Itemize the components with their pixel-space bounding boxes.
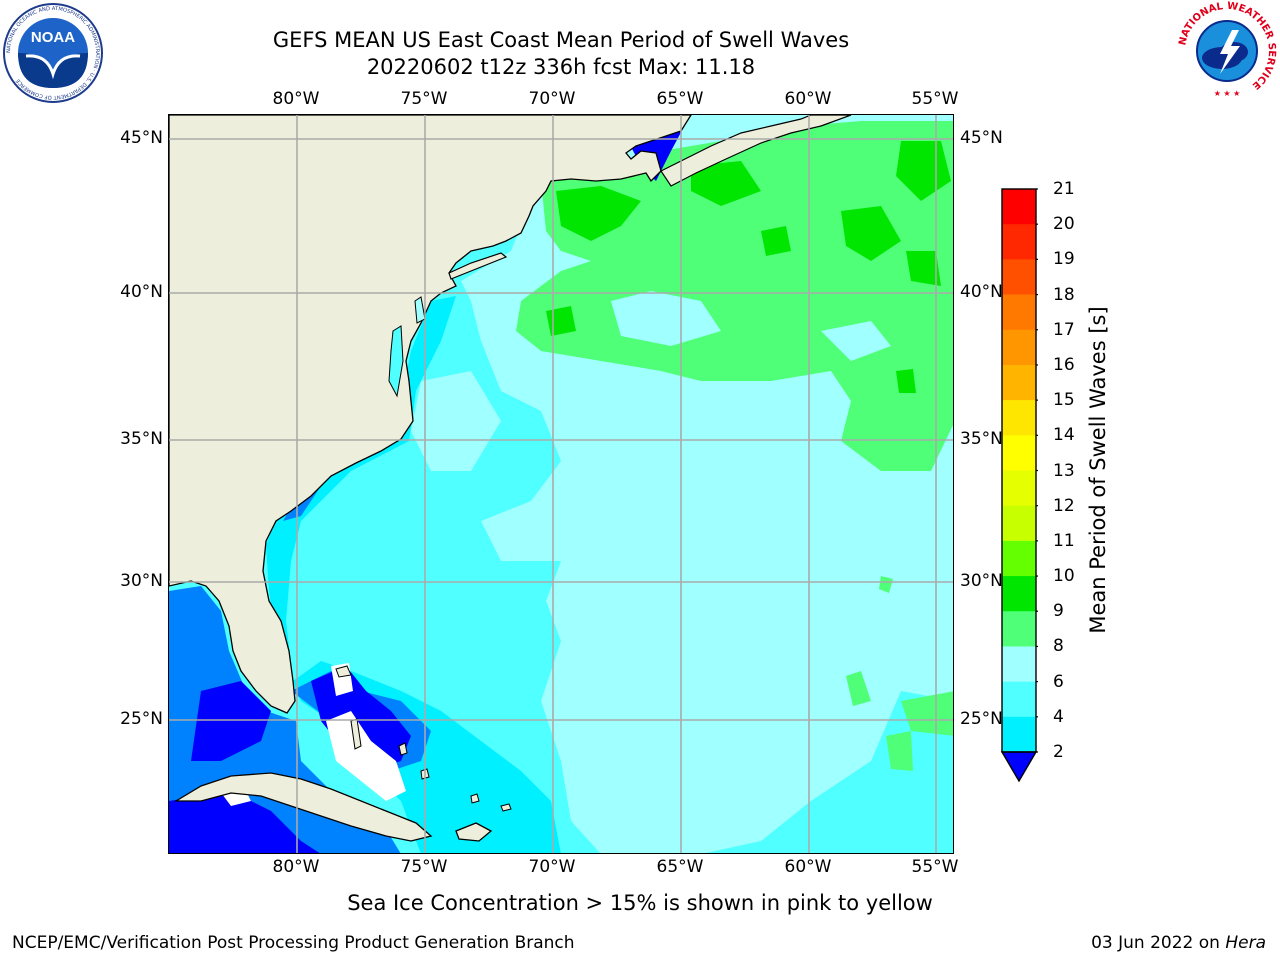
colorbar-tick-label: 21	[1053, 179, 1075, 199]
lon-tick-bottom-60w: 60°W	[784, 857, 832, 877]
swell-under-2s-region	[191, 681, 271, 761]
colorbar-bin	[1002, 540, 1036, 577]
noaa-logo: NOAA NATIONAL OCEANIC AND ATMOSPHERIC AD…	[2, 2, 104, 104]
colorbar-tick-label: 15	[1053, 390, 1075, 411]
colorbar-tick-label: 2	[1053, 742, 1064, 762]
lon-tick-bottom-80w: 80°W	[272, 857, 320, 877]
sea-ice-note: Sea Ice Concentration > 15% is shown in …	[347, 891, 933, 915]
date-stamp: 03 Jun 2022 on Hera	[1091, 933, 1266, 953]
lat-tick-left-30n: 30°N	[120, 571, 163, 591]
map-subtitle: 20220602 t12z 336h fcst Max: 11.18	[366, 55, 756, 79]
colorbar-bin	[1002, 364, 1036, 401]
colorbar-tick-label: 13	[1053, 460, 1075, 481]
lat-tick-left-45n: 45°N	[120, 128, 163, 148]
colorbar-tick-label: 18	[1053, 284, 1075, 305]
lon-tick-top-80w: 80°W	[272, 89, 320, 109]
colorbar-bin	[1002, 681, 1036, 718]
lat-tick-right-35n: 35°N	[960, 429, 1003, 449]
lat-tick-right-45n: 45°N	[960, 128, 1003, 148]
lat-tick-left-25n: 25°N	[120, 709, 163, 729]
machine-name: Hera	[1225, 933, 1266, 953]
colorbar-tick-label: 9	[1053, 601, 1064, 622]
colorbar-tick-label: 16	[1053, 354, 1075, 375]
colorbar-bin	[1002, 259, 1036, 296]
lat-tick-right-30n: 30°N	[960, 571, 1003, 591]
lon-tick-bottom-55w: 55°W	[911, 857, 959, 877]
lon-tick-bottom-70w: 70°W	[528, 857, 576, 877]
national-weather-service-logo: NATIONAL WEATHER SERVICE ★ ★ ★	[1176, 0, 1278, 102]
lon-tick-bottom-65w: 65°W	[656, 857, 704, 877]
colorbar-tick-label: 12	[1053, 495, 1075, 516]
lon-tick-top-75w: 75°W	[400, 89, 448, 109]
colorbar-bin	[1002, 716, 1036, 753]
colorbar-bin	[1002, 224, 1036, 260]
colorbar-tick-label: 6	[1053, 671, 1064, 692]
colorbar-tick-label: 20	[1053, 214, 1075, 235]
colorbar-tick-label: 11	[1053, 530, 1075, 551]
svg-text:★ ★ ★: ★ ★ ★	[1214, 89, 1241, 98]
colorbar-bin	[1002, 611, 1036, 647]
north-america-land	[169, 115, 692, 714]
colorbar-tick-label: 19	[1053, 249, 1075, 270]
colorbar-bin	[1002, 470, 1036, 507]
noaa-text: NOAA	[31, 29, 75, 46]
swell-10-11s-patches	[546, 141, 951, 393]
colorbar-label: Mean Period of Swell Waves [s]	[1086, 306, 1110, 634]
colorbar-bin	[1002, 329, 1036, 366]
colorbar-bin	[1002, 294, 1036, 331]
colorbar-bin	[1002, 189, 1036, 225]
lat-tick-right-40n: 40°N	[960, 282, 1003, 302]
colorbar-bin	[1002, 505, 1036, 542]
colorbar-tick-label: 8	[1053, 636, 1064, 657]
colorbar-under-triangle	[1000, 751, 1038, 783]
colorbar-bin	[1002, 576, 1036, 612]
colorbar-tick-label: 10	[1053, 566, 1075, 587]
lon-tick-top-60w: 60°W	[784, 89, 832, 109]
colorbar-tick-label: 17	[1053, 319, 1075, 340]
colorbar-tick-label: 4	[1053, 706, 1064, 727]
bahamas-bank-white	[326, 711, 406, 801]
lon-tick-top-70w: 70°W	[528, 89, 576, 109]
lon-tick-top-55w: 55°W	[911, 89, 959, 109]
colorbar	[1000, 186, 1038, 786]
lat-tick-left-40n: 40°N	[120, 282, 163, 302]
colorbar-bin	[1002, 646, 1036, 683]
map-graticule	[169, 115, 953, 853]
map-canvas	[169, 115, 953, 853]
lon-tick-top-65w: 65°W	[656, 89, 704, 109]
colorbar-bin	[1002, 435, 1036, 471]
lon-tick-bottom-75w: 75°W	[400, 857, 448, 877]
lat-tick-right-25n: 25°N	[960, 709, 1003, 729]
cuba-land	[173, 772, 433, 842]
date-text: 03 Jun 2022 on	[1091, 933, 1226, 953]
credit-line: NCEP/EMC/Verification Post Processing Pr…	[12, 933, 575, 953]
swell-period-map	[168, 114, 954, 854]
colorbar-tick-label: 14	[1053, 425, 1075, 446]
map-title: GEFS MEAN US East Coast Mean Period of S…	[272, 28, 850, 52]
lat-tick-left-35n: 35°N	[120, 429, 163, 449]
colorbar-bin	[1002, 400, 1036, 436]
